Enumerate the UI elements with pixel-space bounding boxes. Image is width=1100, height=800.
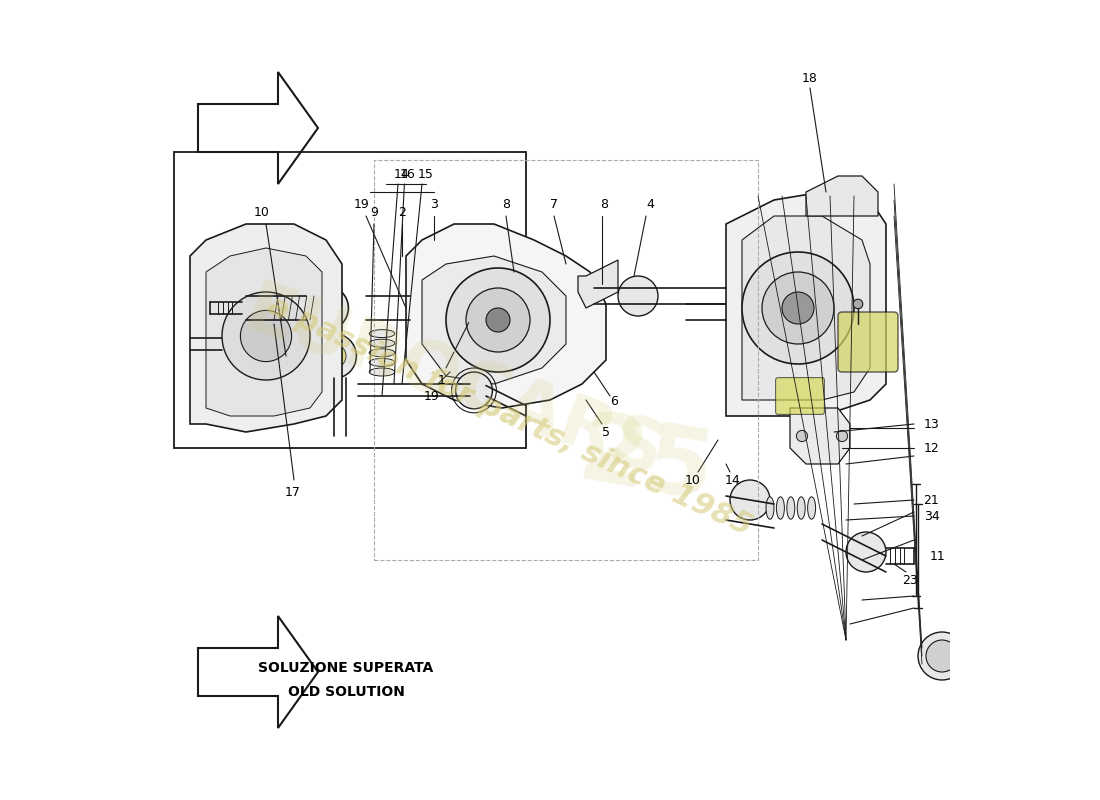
Polygon shape [726,192,886,416]
Circle shape [304,286,349,330]
Polygon shape [578,260,618,308]
Text: 8: 8 [601,198,608,210]
Ellipse shape [370,368,395,376]
Text: 11: 11 [930,550,946,562]
Polygon shape [806,176,878,216]
Ellipse shape [370,330,395,338]
Ellipse shape [370,358,395,366]
Circle shape [322,344,346,368]
Text: 1: 1 [438,374,446,386]
Polygon shape [422,256,566,384]
Text: 23: 23 [902,574,917,586]
Text: 14: 14 [394,168,410,181]
Text: 19: 19 [354,198,370,210]
Text: 4: 4 [646,198,653,210]
Text: 9: 9 [370,206,378,218]
Circle shape [796,430,807,442]
Circle shape [311,334,356,378]
Circle shape [918,632,966,680]
Text: 16: 16 [399,168,416,181]
Circle shape [314,296,338,320]
Ellipse shape [777,497,784,519]
Ellipse shape [807,497,815,519]
Circle shape [222,292,310,380]
Circle shape [222,288,262,328]
Circle shape [926,640,958,672]
Circle shape [466,288,530,352]
Text: 25: 25 [571,406,720,522]
Text: 6: 6 [610,395,618,408]
Circle shape [446,268,550,372]
Text: 21: 21 [924,494,939,506]
Text: 17: 17 [285,486,300,498]
Polygon shape [190,224,342,432]
Circle shape [618,276,658,316]
Ellipse shape [766,497,774,519]
Text: OLD SOLUTION: OLD SOLUTION [287,685,405,699]
Circle shape [854,299,862,309]
Text: 5: 5 [602,426,610,438]
Text: 2: 2 [398,206,406,218]
Text: 14: 14 [725,474,740,486]
Circle shape [241,310,292,362]
Text: EUROCARS: EUROCARS [234,276,673,492]
Text: 34: 34 [924,510,939,522]
Ellipse shape [798,497,805,519]
Polygon shape [406,224,606,408]
Text: 8: 8 [502,198,510,210]
Circle shape [486,308,510,332]
Ellipse shape [786,497,795,519]
Text: 10: 10 [684,474,701,486]
Text: SOLUZIONE SUPERATA: SOLUZIONE SUPERATA [258,661,433,675]
Circle shape [846,532,886,572]
Polygon shape [790,408,850,464]
Circle shape [455,372,493,409]
FancyBboxPatch shape [776,378,824,414]
FancyBboxPatch shape [838,312,898,372]
Polygon shape [206,248,322,416]
Text: 18: 18 [802,72,818,85]
Circle shape [762,272,834,344]
Circle shape [836,430,848,442]
Circle shape [730,480,770,520]
Text: 13: 13 [924,418,939,430]
Ellipse shape [370,339,395,347]
Polygon shape [742,216,870,400]
Ellipse shape [370,349,395,357]
Text: 3: 3 [430,198,438,210]
Text: 10: 10 [254,206,270,218]
Circle shape [742,252,854,364]
Text: 7: 7 [550,198,558,210]
Bar [174,152,526,448]
Text: a passion for parts, since 1985: a passion for parts, since 1985 [263,290,757,542]
Bar [374,160,758,560]
Text: 15: 15 [418,168,433,181]
Circle shape [782,292,814,324]
Text: 19: 19 [424,390,440,402]
Text: 12: 12 [924,442,939,454]
